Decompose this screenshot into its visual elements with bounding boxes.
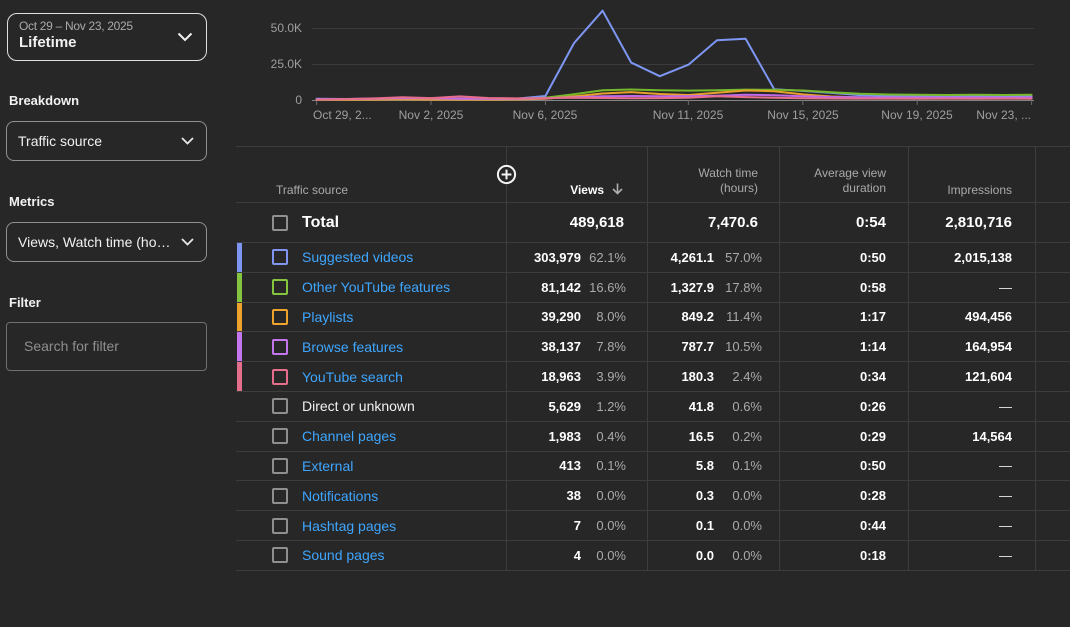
svg-text:Nov 2, 2025: Nov 2, 2025	[399, 108, 464, 122]
svg-text:Oct 29, 2...: Oct 29, 2...	[313, 108, 372, 122]
svg-text:Nov 19, 2025: Nov 19, 2025	[881, 108, 953, 122]
svg-text:Nov 6, 2025: Nov 6, 2025	[513, 108, 578, 122]
svg-text:50.0K: 50.0K	[271, 21, 302, 35]
svg-text:Nov 23, ...: Nov 23, ...	[976, 108, 1031, 122]
svg-text:Nov 11, 2025: Nov 11, 2025	[653, 108, 724, 122]
svg-text:Nov 15, 2025: Nov 15, 2025	[767, 108, 839, 122]
svg-text:25.0K: 25.0K	[271, 57, 302, 71]
svg-text:0: 0	[295, 93, 302, 107]
